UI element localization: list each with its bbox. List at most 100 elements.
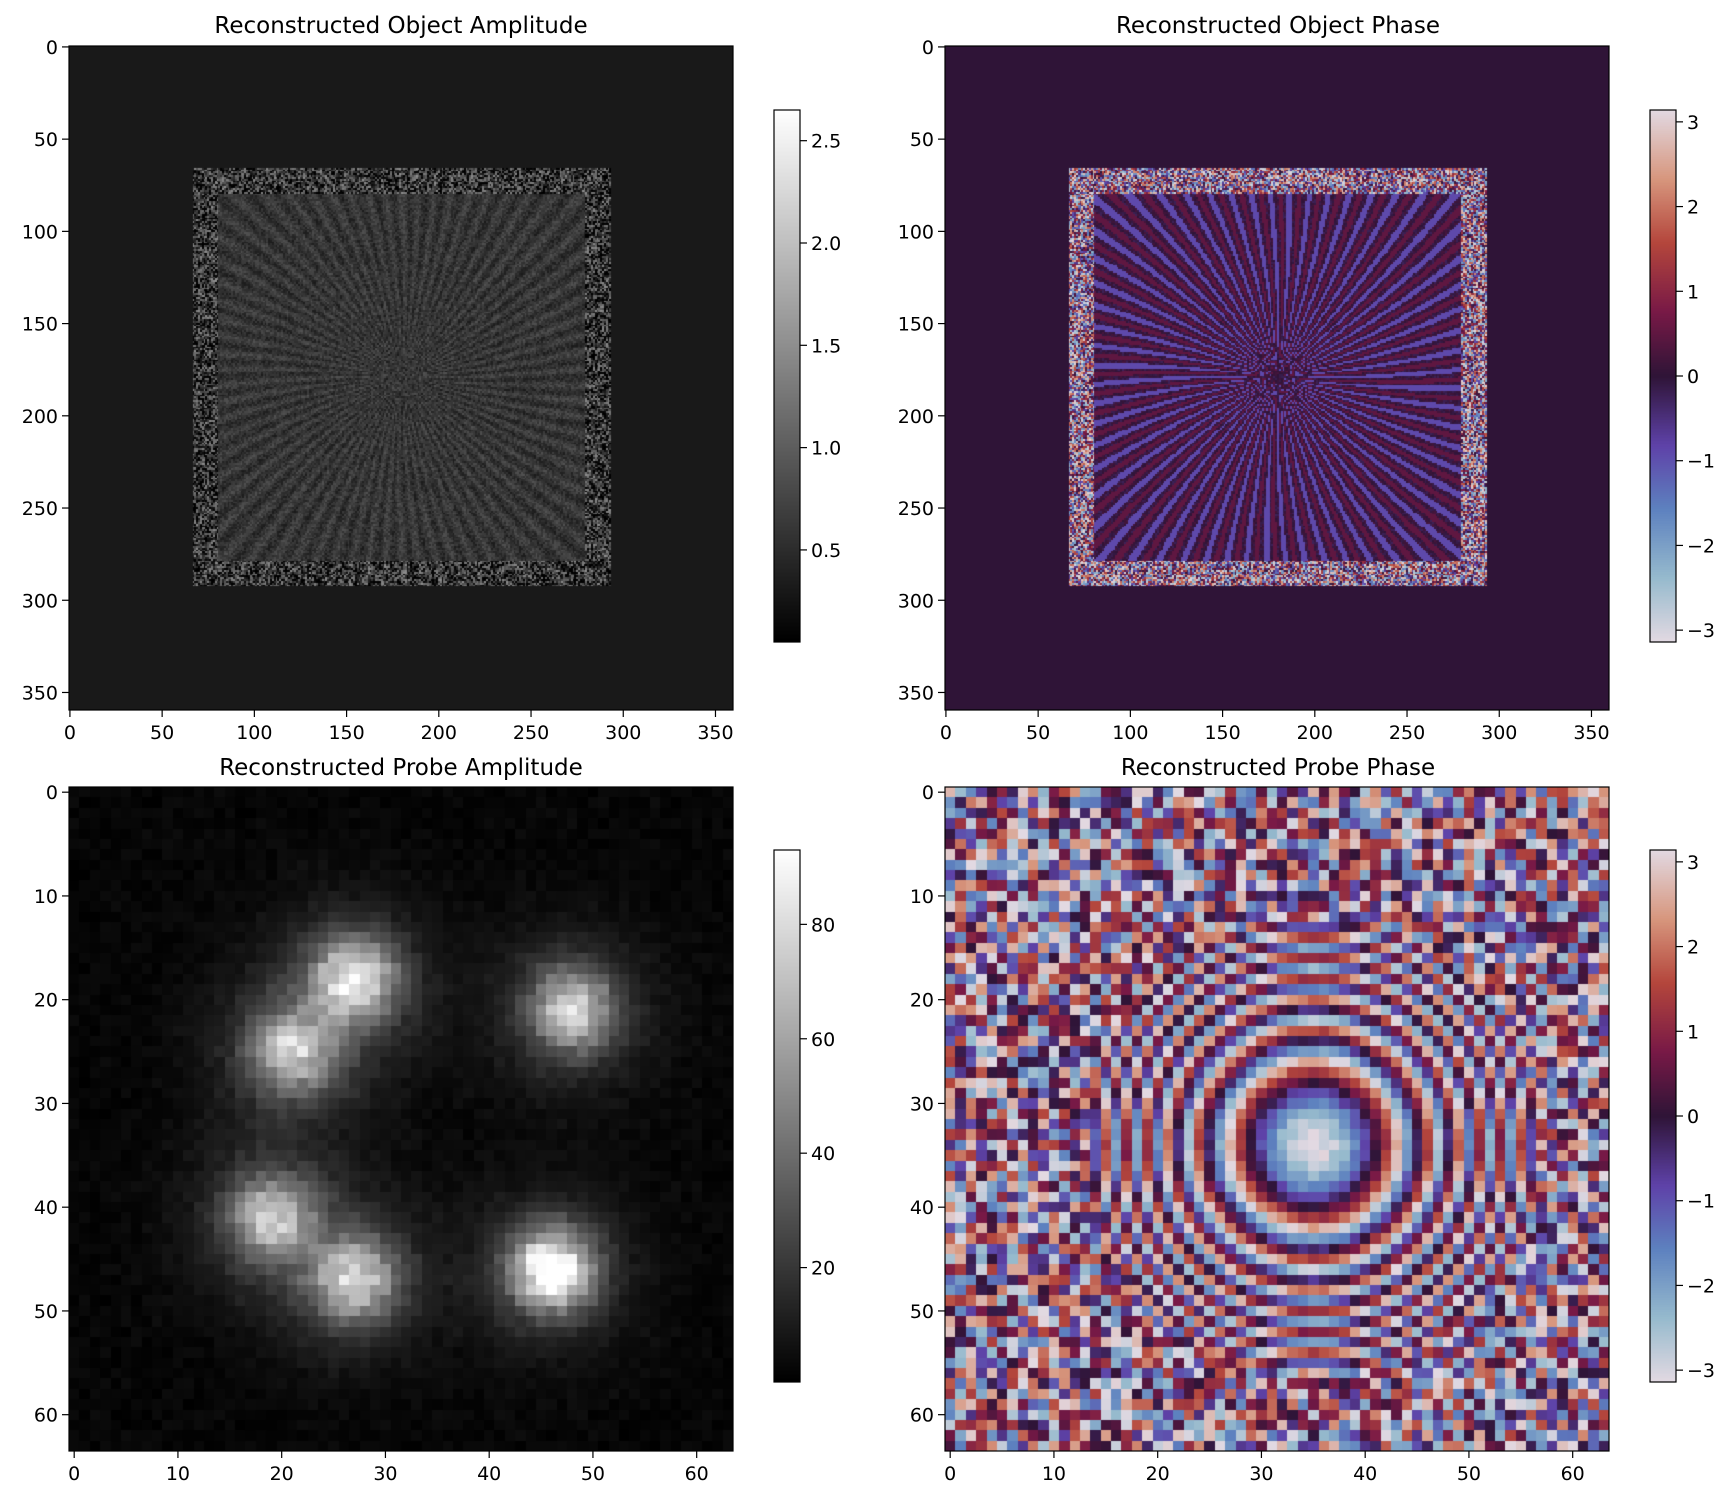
panel-title: Reconstructed Probe Phase [1121,755,1435,781]
heatmap-canvas [945,46,1609,710]
x-tick-label: 100 [1112,722,1148,744]
colorbar-tick-label: 80 [811,914,835,936]
x-tick-label: 300 [1481,722,1517,744]
colorbar-tick-label: 2.5 [811,131,841,153]
colorbar-ticks: 20 40 60 80 [800,914,835,1280]
colorbar-ticks: 0.5 1.0 1.5 2.0 2.5 [800,131,841,562]
colorbar: 20 40 60 80 [773,849,835,1383]
colorbar-tick-label: −2 [1687,535,1715,557]
y-tick-label: 200 [22,406,58,428]
x-tick-label: 20 [1146,1463,1170,1485]
y-tick-label: 250 [898,498,934,520]
colorbar-tick-label: 3 [1687,852,1699,874]
panel-probe-phase: Reconstructed Probe Phase 0 10 20 30 40 50 60 … [910,755,1715,1485]
x-tick-label: 0 [944,1463,956,1485]
panel-title: Reconstructed Object Amplitude [214,13,587,39]
x-tick-label: 350 [697,722,733,744]
plot-frame [68,45,734,711]
colorbar-tick-label: 2 [1687,937,1699,959]
x-axis: 0 50 100 150 200 250 300 350 [940,710,1610,744]
x-axis: 0 10 20 30 40 50 60 [944,1451,1585,1485]
heatmap-canvas [945,787,1609,1451]
x-tick-label: 150 [328,722,364,744]
y-tick-label: 100 [898,221,934,243]
y-tick-label: 150 [22,314,58,336]
x-tick-label: 200 [1297,722,1333,744]
x-tick-label: 0 [68,1463,80,1485]
y-tick-label: 300 [22,590,58,612]
y-tick-label: 10 [34,886,58,908]
colorbar-tick-label: 60 [811,1029,835,1051]
x-tick-label: 40 [477,1463,501,1485]
x-tick-label: 30 [373,1463,397,1485]
x-tick-label: 30 [1249,1463,1273,1485]
y-axis: 0 50 100 150 200 250 300 350 [22,37,69,704]
colorbar-ticks: 3 2 1 0 −1 −2 −3 [1676,852,1715,1382]
colorbar-ticks: 3 2 1 0 −1 −2 −3 [1676,112,1715,642]
y-tick-label: 20 [910,990,934,1012]
y-axis: 0 10 20 30 40 50 60 [34,782,69,1427]
x-tick-label: 60 [1561,1463,1585,1485]
heatmap-canvas [69,46,733,710]
x-tick-label: 350 [1573,722,1609,744]
x-tick-label: 60 [685,1463,709,1485]
x-tick-label: 40 [1353,1463,1377,1485]
panel-title: Reconstructed Probe Amplitude [219,755,583,781]
x-tick-label: 100 [236,722,272,744]
x-tick-label: 0 [940,722,952,744]
colorbar-tick-label: −1 [1687,1191,1715,1213]
x-tick-label: 50 [150,722,174,744]
colorbar-tick-label: −3 [1687,620,1715,642]
y-tick-label: 150 [898,314,934,336]
plot-frame [68,786,734,1452]
panel-object-phase: Reconstructed Object Phase 0 50 100 150 200 2… [898,13,1715,744]
colorbar: 3 2 1 0 −1 −2 −3 [1649,109,1715,643]
x-axis: 0 10 20 30 40 50 60 [68,1451,709,1485]
y-axis: 0 10 20 30 40 50 60 [910,782,945,1427]
colorbar-tick-label: 0 [1687,366,1699,388]
x-tick-label: 10 [166,1463,190,1485]
colorbar: 3 2 1 0 −1 −2 −3 [1649,849,1715,1383]
x-tick-label: 0 [64,722,76,744]
colorbar-tick-label: 1.5 [811,335,841,357]
y-tick-label: 350 [22,682,58,704]
y-tick-label: 60 [34,1405,58,1427]
y-tick-label: 100 [22,221,58,243]
y-tick-label: 40 [34,1197,58,1219]
panel-object-amplitude: Reconstructed Object Amplitude 0 50 100 150… [22,13,841,744]
colorbar-tick-label: 1 [1687,281,1699,303]
x-tick-label: 250 [1389,722,1425,744]
plot-frame [944,786,1610,1452]
colorbar-tick-label: 40 [811,1143,835,1165]
y-tick-label: 200 [898,406,934,428]
x-tick-label: 50 [1457,1463,1481,1485]
colorbar: 0.5 1.0 1.5 2.0 2.5 [773,109,841,643]
y-tick-label: 50 [34,129,58,151]
x-tick-label: 150 [1204,722,1240,744]
colorbar-tick-label: 20 [811,1258,835,1280]
x-tick-label: 250 [513,722,549,744]
y-tick-label: 60 [910,1405,934,1427]
colorbar-tick-label: 0.5 [811,540,841,562]
colorbar-tick-label: 0 [1687,1106,1699,1128]
y-tick-label: 40 [910,1197,934,1219]
y-tick-label: 0 [922,37,934,59]
x-tick-label: 50 [581,1463,605,1485]
x-tick-label: 10 [1042,1463,1066,1485]
y-tick-label: 0 [46,782,58,804]
x-axis: 0 50 100 150 200 250 300 350 [64,710,734,744]
colorbar-tick-label: −3 [1687,1360,1715,1382]
x-tick-label: 50 [1026,722,1050,744]
y-tick-label: 50 [910,129,934,151]
y-tick-label: 50 [910,1301,934,1323]
colorbar-tick-label: 2.0 [811,233,841,255]
y-tick-label: 0 [46,37,58,59]
panel-title: Reconstructed Object Phase [1116,13,1440,39]
y-tick-label: 10 [910,886,934,908]
heatmap-canvas [69,787,733,1451]
y-axis: 0 50 100 150 200 250 300 350 [898,37,945,704]
x-tick-label: 20 [270,1463,294,1485]
panel-probe-amplitude: Reconstructed Probe Amplitude 0 10 20 30 40 5… [34,755,835,1485]
y-tick-label: 0 [922,782,934,804]
